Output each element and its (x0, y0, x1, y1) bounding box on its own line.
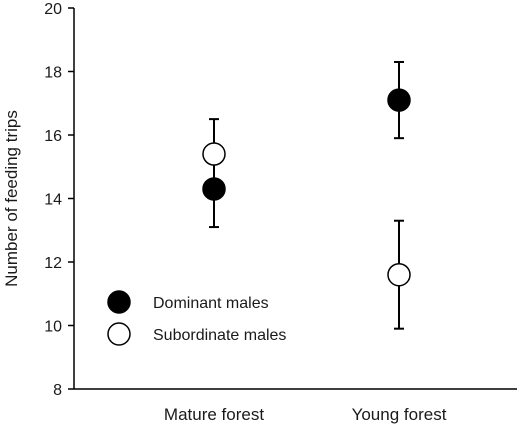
y-tick-label: 8 (53, 382, 62, 399)
data-point-filled (387, 88, 411, 112)
y-ticks: 8 10 12 14 16 18 20 (44, 1, 74, 399)
x-category-label: Mature forest (164, 405, 264, 424)
legend-marker-filled (107, 290, 131, 314)
data-point-filled (202, 177, 226, 201)
y-tick-label: 10 (44, 319, 62, 336)
legend-label: Subordinate males (153, 327, 286, 344)
y-tick-label: 20 (44, 1, 62, 18)
y-tick-label: 18 (44, 65, 62, 82)
y-tick-label: 16 (44, 128, 62, 145)
legend: Dominant males Subordinate males (107, 290, 286, 346)
y-tick-label: 12 (44, 255, 62, 272)
data-point-open (202, 142, 226, 166)
plot-marks (202, 60, 411, 330)
x-category-label: Young forest (352, 405, 447, 424)
y-axis-label: Number of feeding trips (2, 110, 21, 287)
y-tick-label: 14 (44, 192, 62, 209)
data-point-open (387, 262, 411, 287)
legend-marker-open (107, 322, 131, 346)
x-category-labels: Mature forest Young forest (164, 405, 447, 424)
y-axis: 8 10 12 14 16 18 20 Number of feeding trips (2, 1, 75, 399)
legend-label: Dominant males (153, 295, 269, 312)
x-axis: Mature forest Young forest (74, 388, 517, 424)
